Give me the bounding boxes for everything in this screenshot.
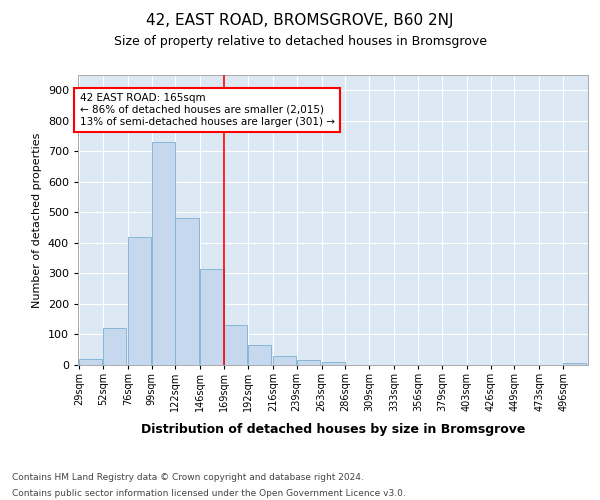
Bar	[79, 359, 103, 365]
Bar	[128, 237, 151, 365]
Bar	[103, 328, 126, 365]
Bar	[563, 362, 586, 365]
Y-axis label: Number of detached properties: Number of detached properties	[32, 132, 42, 308]
Text: Size of property relative to detached houses in Bromsgrove: Size of property relative to detached ho…	[113, 35, 487, 48]
Text: Distribution of detached houses by size in Bromsgrove: Distribution of detached houses by size …	[141, 422, 525, 436]
Bar	[200, 269, 224, 365]
Bar	[273, 356, 296, 365]
Text: Contains HM Land Registry data © Crown copyright and database right 2024.: Contains HM Land Registry data © Crown c…	[12, 472, 364, 482]
Bar	[322, 362, 345, 365]
Bar	[175, 218, 199, 365]
Bar	[248, 345, 271, 365]
Text: 42, EAST ROAD, BROMSGROVE, B60 2NJ: 42, EAST ROAD, BROMSGROVE, B60 2NJ	[146, 12, 454, 28]
Bar	[224, 324, 247, 365]
Text: 42 EAST ROAD: 165sqm
← 86% of detached houses are smaller (2,015)
13% of semi-de: 42 EAST ROAD: 165sqm ← 86% of detached h…	[80, 94, 335, 126]
Bar	[297, 360, 320, 365]
Bar	[152, 142, 175, 365]
Text: Contains public sector information licensed under the Open Government Licence v3: Contains public sector information licen…	[12, 489, 406, 498]
